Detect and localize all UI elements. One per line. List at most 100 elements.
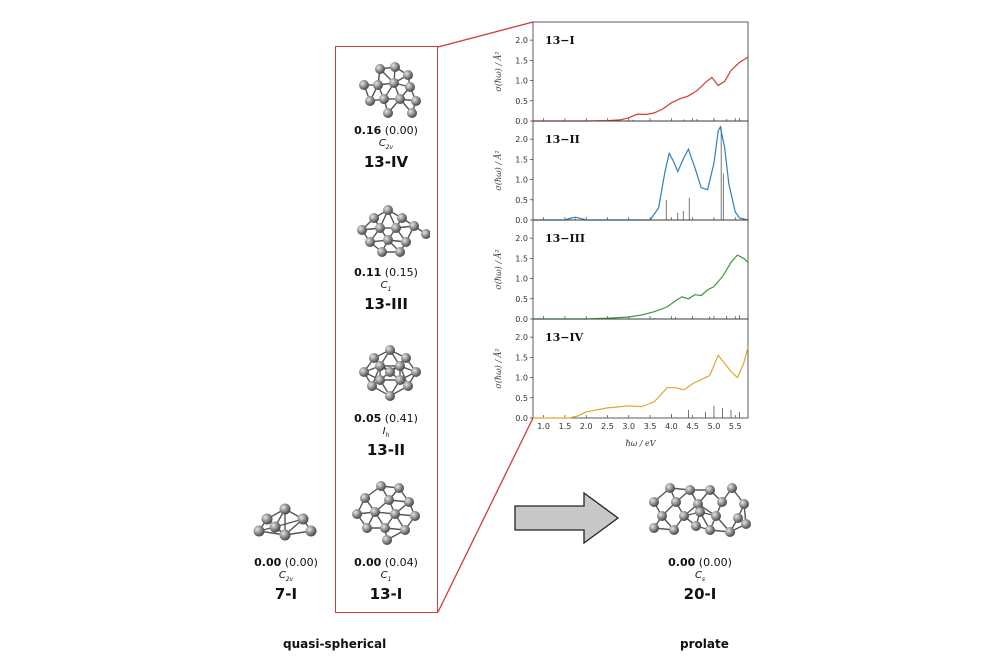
atom bbox=[741, 519, 751, 529]
y-tick-label: 1.5 bbox=[515, 56, 528, 65]
atom bbox=[357, 225, 367, 235]
y-tick-label: 1.5 bbox=[515, 353, 528, 362]
atom bbox=[369, 213, 379, 223]
atom bbox=[665, 483, 675, 493]
atom bbox=[305, 525, 317, 537]
spectrum-line bbox=[533, 347, 749, 419]
label-13-II: 0.05 (0.41) Ih 13-II bbox=[354, 412, 418, 459]
y-tick-label: 2.0 bbox=[515, 333, 528, 342]
cluster-20-I-drawing bbox=[649, 483, 751, 537]
cluster-13-IV-drawing bbox=[359, 62, 421, 118]
y-tick-label: 0.0 bbox=[515, 117, 528, 126]
y-axis-label: σ(ħω) / Å² bbox=[494, 51, 503, 91]
y-tick-label: 0.5 bbox=[515, 394, 528, 403]
y-tick-label: 2.0 bbox=[515, 36, 528, 45]
y-tick-label: 0.5 bbox=[515, 295, 528, 304]
y-tick-label: 1.0 bbox=[515, 77, 528, 86]
atom bbox=[390, 509, 400, 519]
atom bbox=[261, 513, 273, 525]
atom bbox=[409, 221, 419, 231]
y-axis-label: σ(ħω) / Å² bbox=[494, 150, 503, 190]
atom bbox=[297, 513, 309, 525]
label-13-IV: 0.16 (0.00) C2v 13-IV bbox=[354, 124, 418, 171]
atom bbox=[711, 511, 721, 521]
atom bbox=[359, 367, 369, 377]
atom bbox=[395, 94, 405, 104]
y-tick-label: 0.0 bbox=[515, 216, 528, 225]
atom bbox=[401, 353, 411, 363]
y-tick-label: 2.0 bbox=[515, 135, 528, 144]
atom bbox=[395, 375, 405, 385]
arrow-shape bbox=[514, 491, 620, 545]
atom bbox=[691, 521, 701, 531]
atom bbox=[649, 523, 659, 533]
x-tick-label: 3.5 bbox=[644, 422, 657, 431]
x-tick-label: 1.0 bbox=[537, 422, 550, 431]
spectrum-panel-1: 0.0 0.5 1.0 1.5 2.0 σ(ħω) / Å² 13−I bbox=[494, 21, 749, 126]
atom bbox=[407, 108, 417, 118]
x-axis-label: ħω / eV bbox=[626, 439, 657, 448]
caption-quasi-spherical: quasi-spherical bbox=[283, 637, 387, 651]
y-tick-label: 0.5 bbox=[515, 196, 528, 205]
cluster-13-I-drawing bbox=[352, 481, 420, 545]
atom bbox=[253, 525, 265, 537]
y-tick-label: 1.0 bbox=[515, 374, 528, 383]
atom bbox=[377, 247, 387, 257]
atom bbox=[685, 485, 695, 495]
atom bbox=[400, 525, 410, 535]
caption-prolate: prolate bbox=[680, 637, 729, 651]
atom bbox=[365, 237, 375, 247]
atom bbox=[679, 511, 689, 521]
absorption-spectra-chart: 0.0 0.5 1.0 1.5 2.0 σ(ħω) / Å² 13−I 0.0 0.5 1.0 1.… bbox=[494, 21, 749, 448]
atom bbox=[401, 237, 411, 247]
atom bbox=[705, 485, 715, 495]
atom bbox=[367, 381, 377, 391]
panel-label: 13−IV bbox=[545, 331, 584, 344]
atom bbox=[395, 247, 405, 257]
atom bbox=[693, 499, 703, 509]
label-20-I: 0.00 (0.00) Cs 20-I bbox=[668, 556, 732, 603]
y-axis-label: σ(ħω) / Å² bbox=[494, 348, 503, 388]
atom bbox=[717, 497, 727, 507]
atom bbox=[382, 535, 392, 545]
x-tick-label: 2.5 bbox=[601, 422, 614, 431]
label-13-III: 0.11 (0.15) C1 13-III bbox=[354, 266, 418, 313]
atom bbox=[362, 523, 372, 533]
atom bbox=[671, 497, 681, 507]
atom bbox=[403, 70, 413, 80]
atom bbox=[384, 495, 394, 505]
panel-frame bbox=[532, 318, 749, 419]
atom bbox=[405, 82, 415, 92]
atom bbox=[375, 223, 385, 233]
atom bbox=[395, 361, 405, 371]
atom bbox=[390, 62, 400, 72]
highlight-box bbox=[335, 46, 438, 613]
panel-label: 13−I bbox=[545, 34, 575, 47]
label-7-I: 0.00 (0.00) C2v 7-I bbox=[254, 556, 318, 603]
atom bbox=[376, 481, 386, 491]
x-tick-label: 5.0 bbox=[708, 422, 721, 431]
atom bbox=[375, 64, 385, 74]
x-tick-label: 3.0 bbox=[622, 422, 635, 431]
atom bbox=[385, 345, 395, 355]
atom bbox=[369, 353, 379, 363]
atom bbox=[370, 507, 380, 517]
spectrum-line bbox=[533, 125, 749, 221]
x-tick-label: 4.5 bbox=[686, 422, 699, 431]
atom bbox=[360, 493, 370, 503]
atom bbox=[725, 527, 735, 537]
atom bbox=[383, 235, 393, 245]
y-tick-label: 1.5 bbox=[515, 254, 528, 263]
x-tick-label: 2.0 bbox=[580, 422, 593, 431]
atom bbox=[669, 525, 679, 535]
atom bbox=[389, 78, 399, 88]
atom bbox=[352, 509, 362, 519]
atom bbox=[695, 507, 705, 517]
atom bbox=[383, 205, 393, 215]
atom bbox=[385, 391, 395, 401]
atom bbox=[705, 525, 715, 535]
atom bbox=[279, 503, 291, 515]
atom bbox=[365, 96, 375, 106]
atom bbox=[359, 80, 369, 90]
